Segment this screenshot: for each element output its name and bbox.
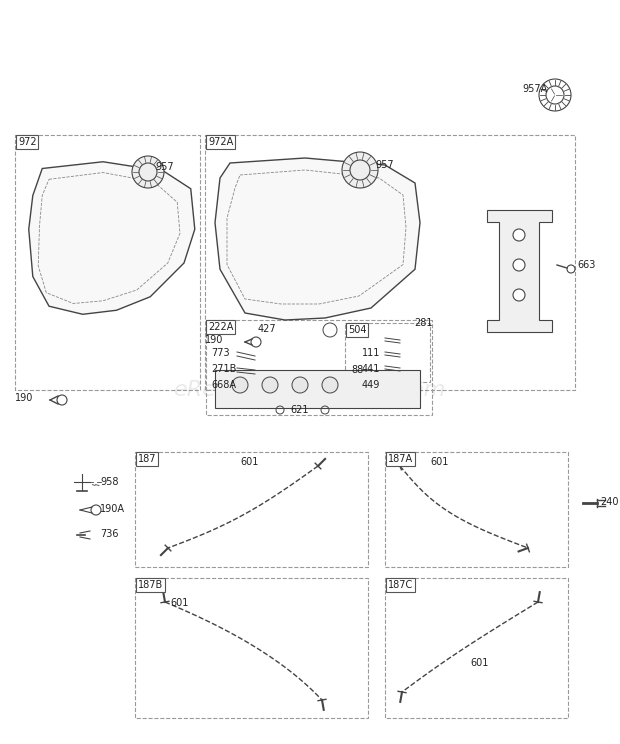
Circle shape	[262, 377, 278, 393]
Text: 449: 449	[362, 380, 381, 390]
Text: 187: 187	[138, 454, 156, 464]
Text: 601: 601	[470, 658, 489, 668]
Text: 621: 621	[290, 405, 309, 415]
Circle shape	[513, 229, 525, 241]
Text: 972: 972	[18, 137, 37, 147]
Text: eReplacementParts.com: eReplacementParts.com	[174, 380, 446, 400]
Text: 111: 111	[362, 348, 381, 358]
Circle shape	[292, 377, 308, 393]
Text: 601: 601	[430, 457, 448, 467]
Polygon shape	[29, 161, 195, 314]
Text: 504: 504	[348, 325, 366, 335]
Text: 957: 957	[375, 160, 394, 170]
Circle shape	[132, 156, 164, 188]
Circle shape	[342, 152, 378, 188]
Polygon shape	[215, 370, 420, 408]
Polygon shape	[215, 158, 420, 320]
Text: 957A: 957A	[522, 84, 547, 94]
Text: 736: 736	[100, 529, 118, 539]
Text: 271B: 271B	[211, 364, 236, 374]
Circle shape	[232, 377, 248, 393]
Circle shape	[322, 377, 338, 393]
Text: 441: 441	[362, 364, 381, 374]
Text: 281: 281	[414, 318, 433, 328]
Text: 222A: 222A	[208, 322, 233, 332]
Text: 240: 240	[600, 497, 619, 507]
Text: 972A: 972A	[208, 137, 233, 147]
Text: 663: 663	[577, 260, 595, 270]
Text: 601: 601	[170, 598, 188, 608]
Polygon shape	[487, 210, 552, 332]
Text: 190: 190	[205, 335, 223, 345]
Text: 190: 190	[15, 393, 33, 403]
Text: 187B: 187B	[138, 580, 163, 590]
Text: 187C: 187C	[388, 580, 414, 590]
Text: 187A: 187A	[388, 454, 413, 464]
Text: 958: 958	[100, 477, 118, 487]
Text: 957: 957	[155, 162, 174, 172]
Text: 190A: 190A	[100, 504, 125, 514]
Circle shape	[513, 289, 525, 301]
Circle shape	[513, 259, 525, 271]
Text: 427: 427	[258, 324, 277, 334]
Text: 88: 88	[351, 365, 363, 375]
Text: 601: 601	[240, 457, 259, 467]
Text: 668A: 668A	[211, 380, 236, 390]
Text: 773: 773	[211, 348, 229, 358]
